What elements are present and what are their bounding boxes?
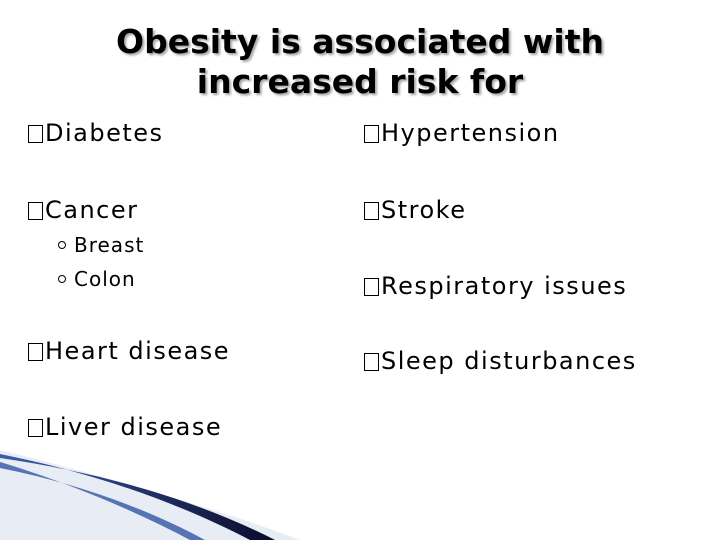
title-line-1: Obesity is associated with (116, 22, 604, 61)
sub-bullet-colon-label: Colon (74, 267, 136, 291)
swoosh-blue (0, 462, 205, 540)
missing-glyph-bullet-icon (28, 125, 43, 143)
bullet-diabetes: Diabetes (28, 118, 164, 148)
bullet-respiratory-issues: Respiratory issues (364, 271, 627, 301)
bullet-sleep-disturbances: Sleep disturbances (364, 346, 637, 376)
missing-glyph-bullet-icon (364, 353, 379, 371)
sub-bullet-breast: Breast (58, 230, 144, 260)
missing-glyph-bullet-icon (28, 419, 43, 437)
bullet-diabetes-label: Diabetes (45, 119, 164, 147)
missing-glyph-bullet-icon (364, 278, 379, 296)
swoosh-dark (0, 454, 275, 540)
sub-bullet-colon: Colon (58, 264, 136, 294)
missing-glyph-bullet-icon (364, 202, 379, 220)
missing-glyph-bullet-icon (28, 343, 43, 361)
bullet-cancer-label: Cancer (45, 196, 139, 224)
bullet-sleep-disturbances-label: Sleep disturbances (381, 347, 637, 375)
bullet-liver-disease: Liver disease (28, 412, 222, 442)
sub-bullet-breast-label: Breast (74, 233, 145, 257)
missing-glyph-bullet-icon (364, 125, 379, 143)
circle-bullet-icon (58, 241, 66, 249)
bullet-hypertension-label: Hypertension (381, 119, 560, 147)
bullet-hypertension: Hypertension (364, 118, 560, 148)
bullet-heart-disease-label: Heart disease (45, 337, 231, 365)
bullet-respiratory-issues-label: Respiratory issues (381, 272, 628, 300)
bullet-heart-disease: Heart disease (28, 336, 230, 366)
bullet-cancer: Cancer (28, 195, 139, 225)
title-line-2: increased risk for (196, 62, 524, 101)
circle-bullet-icon (58, 275, 66, 283)
slide-title: Obesity is associated with increased ris… (90, 22, 630, 102)
bullet-liver-disease-label: Liver disease (45, 413, 223, 441)
bullet-stroke: Stroke (364, 195, 466, 225)
decorative-swoosh (0, 450, 300, 540)
missing-glyph-bullet-icon (28, 202, 43, 220)
bullet-stroke-label: Stroke (381, 196, 467, 224)
